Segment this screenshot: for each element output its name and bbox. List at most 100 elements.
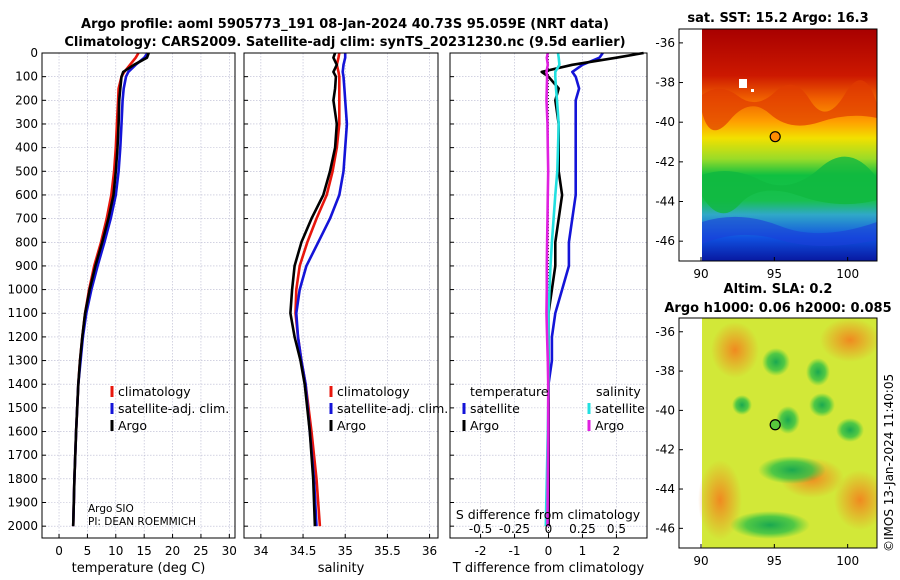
s-difference-tick-label: 0 — [545, 522, 553, 536]
s-difference-tick-labels: -0.5 -0.25 0 0.25 0.5 — [469, 522, 626, 536]
sla-map-panel: Altim. SLA: 0.2 Argo h1000: 0.06 h2000: … — [655, 282, 891, 568]
y-tick-label: -40 — [655, 403, 675, 417]
plot-area — [244, 53, 438, 538]
x-tick-label: 100 — [836, 554, 859, 568]
y-tick-label: 100 — [15, 70, 38, 84]
salinity-profile-panel: 34 34.5 35 35.5 36 salinity — [243, 52, 439, 576]
x-tick-label: 35 — [338, 544, 353, 558]
salinity-legend: climatology satellite-adj. clim. Argo — [329, 384, 448, 433]
sla-positive-anomaly — [820, 318, 877, 362]
sla-argo-float-marker — [769, 419, 781, 431]
sst-blue-band — [702, 216, 877, 246]
sla-map-title-line2: Argo h1000: 0.06 h2000: 0.085 — [664, 301, 891, 316]
x-axis-label: temperature (deg C) — [72, 561, 206, 576]
y-tick-label: -36 — [655, 36, 675, 50]
x-tick-label: 20 — [165, 544, 180, 558]
sst-argo-float-marker — [769, 131, 781, 143]
legend-satellite-label: satellite-adj. clim. — [337, 401, 448, 416]
y-tick-label: -44 — [655, 482, 675, 496]
x-tick-label: 10 — [108, 544, 123, 558]
difference-profile-panel: -2 -1 0 1 2 T difference from climatology — [449, 51, 648, 576]
y-tick-label: 1100 — [7, 306, 38, 320]
legend-s-satellite-label: satellite — [595, 401, 645, 416]
series-line-salinity-argo — [545, 52, 550, 527]
y-tick-label: 1600 — [7, 425, 38, 439]
sla-negative-anomaly — [836, 418, 864, 442]
figure-title-line2: Climatology: CARS2009. Satellite-adj cli… — [64, 35, 625, 50]
sla-negative-anomaly — [762, 348, 790, 376]
y-tick-label: 1700 — [7, 448, 38, 462]
x-tick-label: 90 — [693, 554, 708, 568]
x-tick-label: 30 — [222, 544, 237, 558]
s-difference-axis-label: S difference from climatology — [456, 507, 641, 522]
x-tick-label: 5 — [84, 544, 92, 558]
y-tick-label: 1300 — [7, 354, 38, 368]
y-tick-label: -36 — [655, 325, 675, 339]
legend-climatology-label: climatology — [337, 384, 410, 399]
y-tick-label: 600 — [15, 188, 38, 202]
s-difference-tick-label: 0.25 — [569, 522, 596, 536]
sst-map-axes: 90 95 100 -36 -38 -40 -42 -44 -46 — [655, 36, 859, 281]
x-tick-label: 36 — [422, 544, 437, 558]
sst-front-band — [702, 80, 877, 131]
x-tick-label: 100 — [836, 267, 859, 281]
s-difference-tick-label: -0.25 — [499, 522, 530, 536]
y-tick-label: -42 — [655, 155, 675, 169]
s-difference-tick-label: -0.5 — [469, 522, 492, 536]
y-tick-label: 300 — [15, 117, 38, 131]
plot-area — [42, 53, 235, 538]
y-tick-label: 1200 — [7, 330, 38, 344]
sst-green-band — [702, 156, 877, 214]
sst-missing-data-patch — [751, 89, 754, 92]
y-tick-label: 0 — [30, 46, 38, 60]
plot-frame — [41, 52, 236, 539]
legend-satellite-label: satellite-adj. clim. — [118, 401, 229, 416]
series-line-argo — [289, 52, 339, 527]
temperature-legend: climatology satellite-adj. clim. Argo — [110, 384, 229, 433]
y-tick-label: 1500 — [7, 401, 38, 415]
y-tick-label: 700 — [15, 212, 38, 226]
y-tick-label: -46 — [655, 521, 675, 535]
plot-frame — [243, 52, 439, 539]
y-tick-label: 1900 — [7, 496, 38, 510]
sla-negative-anomaly — [809, 393, 835, 417]
legend-climatology-label: climatology — [118, 384, 191, 399]
sla-map-title-line1: Altim. SLA: 0.2 — [724, 282, 833, 297]
legend-temperature-title: temperature — [470, 384, 549, 399]
sla-map-axes: 90 95 100 -36 -38 -40 -42 -44 -46 — [655, 325, 859, 568]
x-tick-label: 34.5 — [290, 544, 317, 558]
x-tick-label: 0 — [545, 544, 553, 558]
float-owner-label: Argo SIO — [88, 503, 134, 515]
series-line-argo — [71, 52, 150, 527]
sst-map-frame — [678, 28, 878, 262]
legend-argo-label: Argo — [118, 418, 147, 433]
sla-positive-anomaly — [698, 460, 742, 540]
y-tick-label: 400 — [15, 141, 38, 155]
sla-map-frame — [678, 317, 878, 549]
figure-title-line1: Argo profile: aoml 5905773_191 08-Jan-20… — [81, 17, 609, 32]
x-tick-label: 34 — [253, 544, 268, 558]
sla-positive-anomaly — [711, 322, 759, 378]
x-tick-label: 35.5 — [374, 544, 401, 558]
legend-t-satellite-label: satellite — [470, 401, 520, 416]
sst-map-panel: sat. SST: 15.2 Argo: 16.3 90 95 100 -36 -38 -… — [655, 11, 878, 281]
x-tick-label: 1 — [579, 544, 587, 558]
sst-map-title: sat. SST: 15.2 Argo: 16.3 — [687, 11, 868, 26]
sla-negative-anomaly — [776, 406, 800, 434]
sla-negative-anomaly — [806, 358, 830, 386]
pi-label: PI: DEAN ROEMMICH — [88, 516, 196, 528]
temperature-profile-panel: 0100200300400500600700800900100011001200… — [7, 46, 237, 576]
x-tick-label: 2 — [613, 544, 621, 558]
y-tick-label: -38 — [655, 76, 675, 90]
y-tick-label: 1000 — [7, 283, 38, 297]
x-tick-label: 0 — [55, 544, 63, 558]
y-tick-label: 1400 — [7, 377, 38, 391]
x-tick-label: -1 — [509, 544, 521, 558]
legend-s-argo-label: Argo — [595, 418, 624, 433]
legend-salinity-title: salinity — [596, 384, 641, 399]
x-axis-label: T difference from climatology — [452, 561, 645, 576]
legend-argo-label: Argo — [337, 418, 366, 433]
x-tick-label: 15 — [137, 544, 152, 558]
sla-negative-anomaly — [730, 511, 810, 539]
x-tick-label: 90 — [693, 267, 708, 281]
